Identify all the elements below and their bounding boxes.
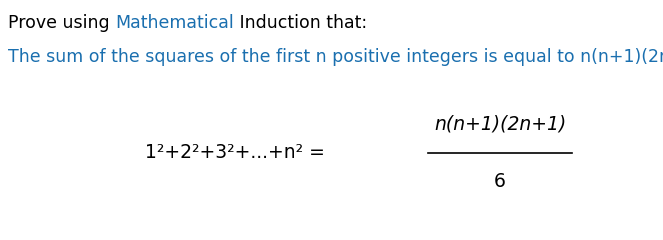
Text: 1²+2²+3²+...+n² =: 1²+2²+3²+...+n² = bbox=[145, 143, 325, 162]
Text: The sum of the squares of the first n positive integers is equal to n(n+1)(2n+1): The sum of the squares of the first n po… bbox=[8, 48, 663, 66]
Text: 6: 6 bbox=[494, 172, 506, 191]
Text: Induction that:: Induction that: bbox=[234, 14, 367, 32]
Text: Prove using: Prove using bbox=[8, 14, 115, 32]
Text: n(n+1)(2n+1): n(n+1)(2n+1) bbox=[434, 115, 566, 134]
Text: Mathematical: Mathematical bbox=[115, 14, 234, 32]
